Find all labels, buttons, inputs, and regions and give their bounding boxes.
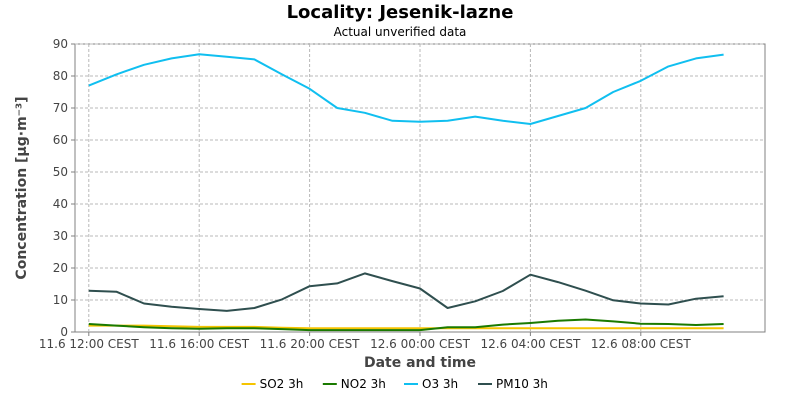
legend: SO2 3h NO2 3h O3 3h PM10 3h [241,377,548,391]
x-axis-ticks: 11.6 12:00 CEST 11.6 16:00 CEST 11.6 20:00… [39,332,692,351]
y-tick-label: 20 [53,261,68,275]
x-tick-label: 12.6 04:00 CEST [480,337,581,351]
x-tick-label: 12.6 00:00 CEST [370,337,471,351]
y-tick-label: 60 [53,133,68,147]
y-tick-label: 40 [53,197,68,211]
x-tick-label: 11.6 12:00 CEST [39,337,140,351]
x-tick-label: 11.6 16:00 CEST [149,337,250,351]
y-tick-label: 50 [53,165,68,179]
y-tick-label: 30 [53,229,68,243]
series-line-o3-3h [88,53,724,125]
y-tick-label: 0 [60,325,68,339]
y-axis-ticks: 0 10 20 30 40 50 60 70 80 90 [53,37,75,339]
y-tick-label: 80 [53,69,68,83]
x-axis-label: Date and time [364,355,476,371]
series-line-so2-3h [88,324,724,330]
series-line-pm10-3h [88,272,724,312]
y-tick-label: 10 [53,293,68,307]
legend-label: PM10 3h [496,377,548,391]
y-tick-label: 70 [53,101,68,115]
legend-label: SO2 3h [260,377,304,391]
chart-subtitle: Actual unverified data [334,25,467,39]
series-layer [88,53,724,332]
legend-label: O3 3h [422,377,458,391]
legend-label: NO2 3h [341,377,386,391]
y-tick-label: 90 [53,37,68,51]
chart-title: Locality: Jesenik-lazne [287,2,514,23]
grid-layer [75,43,765,332]
x-tick-label: 12.6 08:00 CEST [591,337,692,351]
series-line-no2-3h [88,318,724,332]
y-axis-label: Concentration [µg·m⁻³] [14,96,30,279]
x-tick-label: 11.6 20:00 CEST [260,337,361,351]
